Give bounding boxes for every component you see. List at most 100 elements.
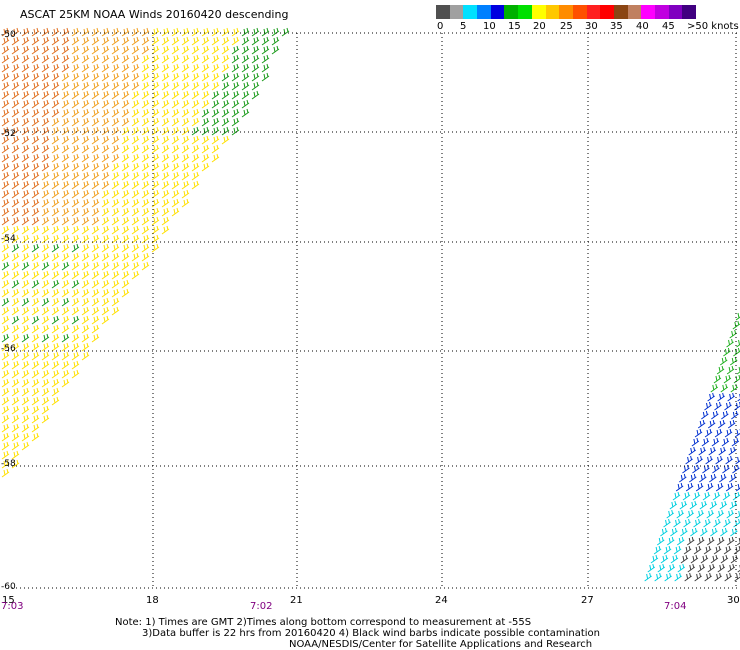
wind-barb <box>81 288 90 298</box>
note-line: Note: 1) Times are GMT 2)Times along bot… <box>115 617 532 628</box>
wind-barb <box>11 252 20 262</box>
wind-barb <box>650 554 659 564</box>
wind-barb <box>191 153 200 163</box>
wind-barb <box>714 572 722 582</box>
wind-barb <box>191 81 200 91</box>
wind-barb <box>717 419 726 429</box>
wind-barb <box>11 153 20 163</box>
wind-barb <box>191 171 200 181</box>
wind-barb <box>151 207 160 217</box>
wind-barb <box>51 36 60 46</box>
wind-barb <box>181 126 190 136</box>
wind-barb <box>111 243 120 253</box>
wind-barb <box>111 189 120 199</box>
wind-barb <box>111 270 120 280</box>
wind-barb <box>683 545 692 555</box>
wind-barb <box>31 63 40 73</box>
wind-barb <box>71 342 80 352</box>
wind-barb <box>11 459 20 469</box>
wind-barb <box>81 153 90 163</box>
wind-barb <box>171 117 180 127</box>
wind-barb <box>91 252 100 262</box>
wind-barb <box>11 99 20 109</box>
wind-barb <box>131 153 140 163</box>
wind-barb <box>71 189 80 199</box>
wind-barb <box>51 117 60 127</box>
wind-barb <box>141 207 150 217</box>
wind-barb <box>714 401 722 411</box>
wind-barb <box>111 81 120 91</box>
wind-barb <box>11 171 20 181</box>
wind-barb <box>121 63 130 73</box>
wind-barb <box>91 270 100 280</box>
wind-barb <box>51 126 60 136</box>
wind-barb <box>734 572 740 582</box>
wind-barb <box>81 306 90 316</box>
wind-barb <box>11 108 20 118</box>
wind-barb <box>41 117 50 127</box>
wind-barb <box>71 99 80 109</box>
wind-barb <box>21 279 30 289</box>
wind-barb <box>231 108 240 118</box>
wind-barb <box>41 99 50 109</box>
wind-barb <box>11 405 20 415</box>
wind-barb <box>71 171 80 181</box>
time-labels: 7:03 7:02 7:04 <box>1 601 686 612</box>
wind-barb <box>21 198 30 208</box>
wind-barb <box>679 473 687 483</box>
wind-barb <box>61 360 70 370</box>
wind-barb <box>667 563 676 573</box>
wind-barb <box>61 153 70 163</box>
wind-barb <box>201 63 210 73</box>
wind-barb <box>1 405 10 415</box>
wind-barb <box>61 27 70 37</box>
wind-barb <box>11 216 20 226</box>
wind-barb <box>711 410 719 420</box>
wind-barb <box>703 518 711 528</box>
wind-barb <box>211 108 220 118</box>
wind-barb <box>111 261 120 271</box>
wind-barb <box>644 572 652 582</box>
wind-barb <box>141 171 150 181</box>
legend-swatch <box>504 5 519 19</box>
wind-barb <box>131 189 140 199</box>
wind-barb <box>1 99 10 109</box>
wind-barb <box>1 117 10 127</box>
wind-barb <box>61 171 70 181</box>
wind-barb <box>71 126 80 136</box>
wind-barb <box>21 396 30 406</box>
wind-barb <box>91 153 100 163</box>
wind-barb <box>21 63 30 73</box>
wind-barb <box>141 63 150 73</box>
wind-barb <box>131 225 140 235</box>
wind-barb <box>151 216 160 226</box>
wind-barb <box>1 144 10 154</box>
wind-barb <box>1 135 10 145</box>
wind-barb <box>201 108 210 118</box>
wind-barb <box>91 324 100 334</box>
wind-barb <box>31 207 40 217</box>
wind-barb <box>111 108 120 118</box>
wind-barb <box>1 342 10 352</box>
wind-barb <box>41 333 50 343</box>
wind-barb <box>687 563 696 573</box>
wind-barb <box>171 189 180 199</box>
wind-barb <box>111 153 120 163</box>
wind-barb <box>31 108 40 118</box>
wind-barb <box>111 216 120 226</box>
wind-barb <box>61 216 70 226</box>
wind-barb <box>21 270 30 280</box>
wind-barb <box>695 455 703 465</box>
wind-barb <box>101 180 110 190</box>
wind-barb <box>71 369 80 379</box>
wind-barb <box>231 63 240 73</box>
wind-barb <box>700 527 708 537</box>
wind-barb <box>161 72 170 82</box>
wind-barb <box>11 225 20 235</box>
wind-barb <box>271 27 280 37</box>
wind-barb <box>141 189 150 199</box>
wind-barb <box>710 527 718 537</box>
wind-barb <box>151 243 160 253</box>
wind-barb <box>131 126 140 136</box>
wind-barb <box>673 545 682 555</box>
